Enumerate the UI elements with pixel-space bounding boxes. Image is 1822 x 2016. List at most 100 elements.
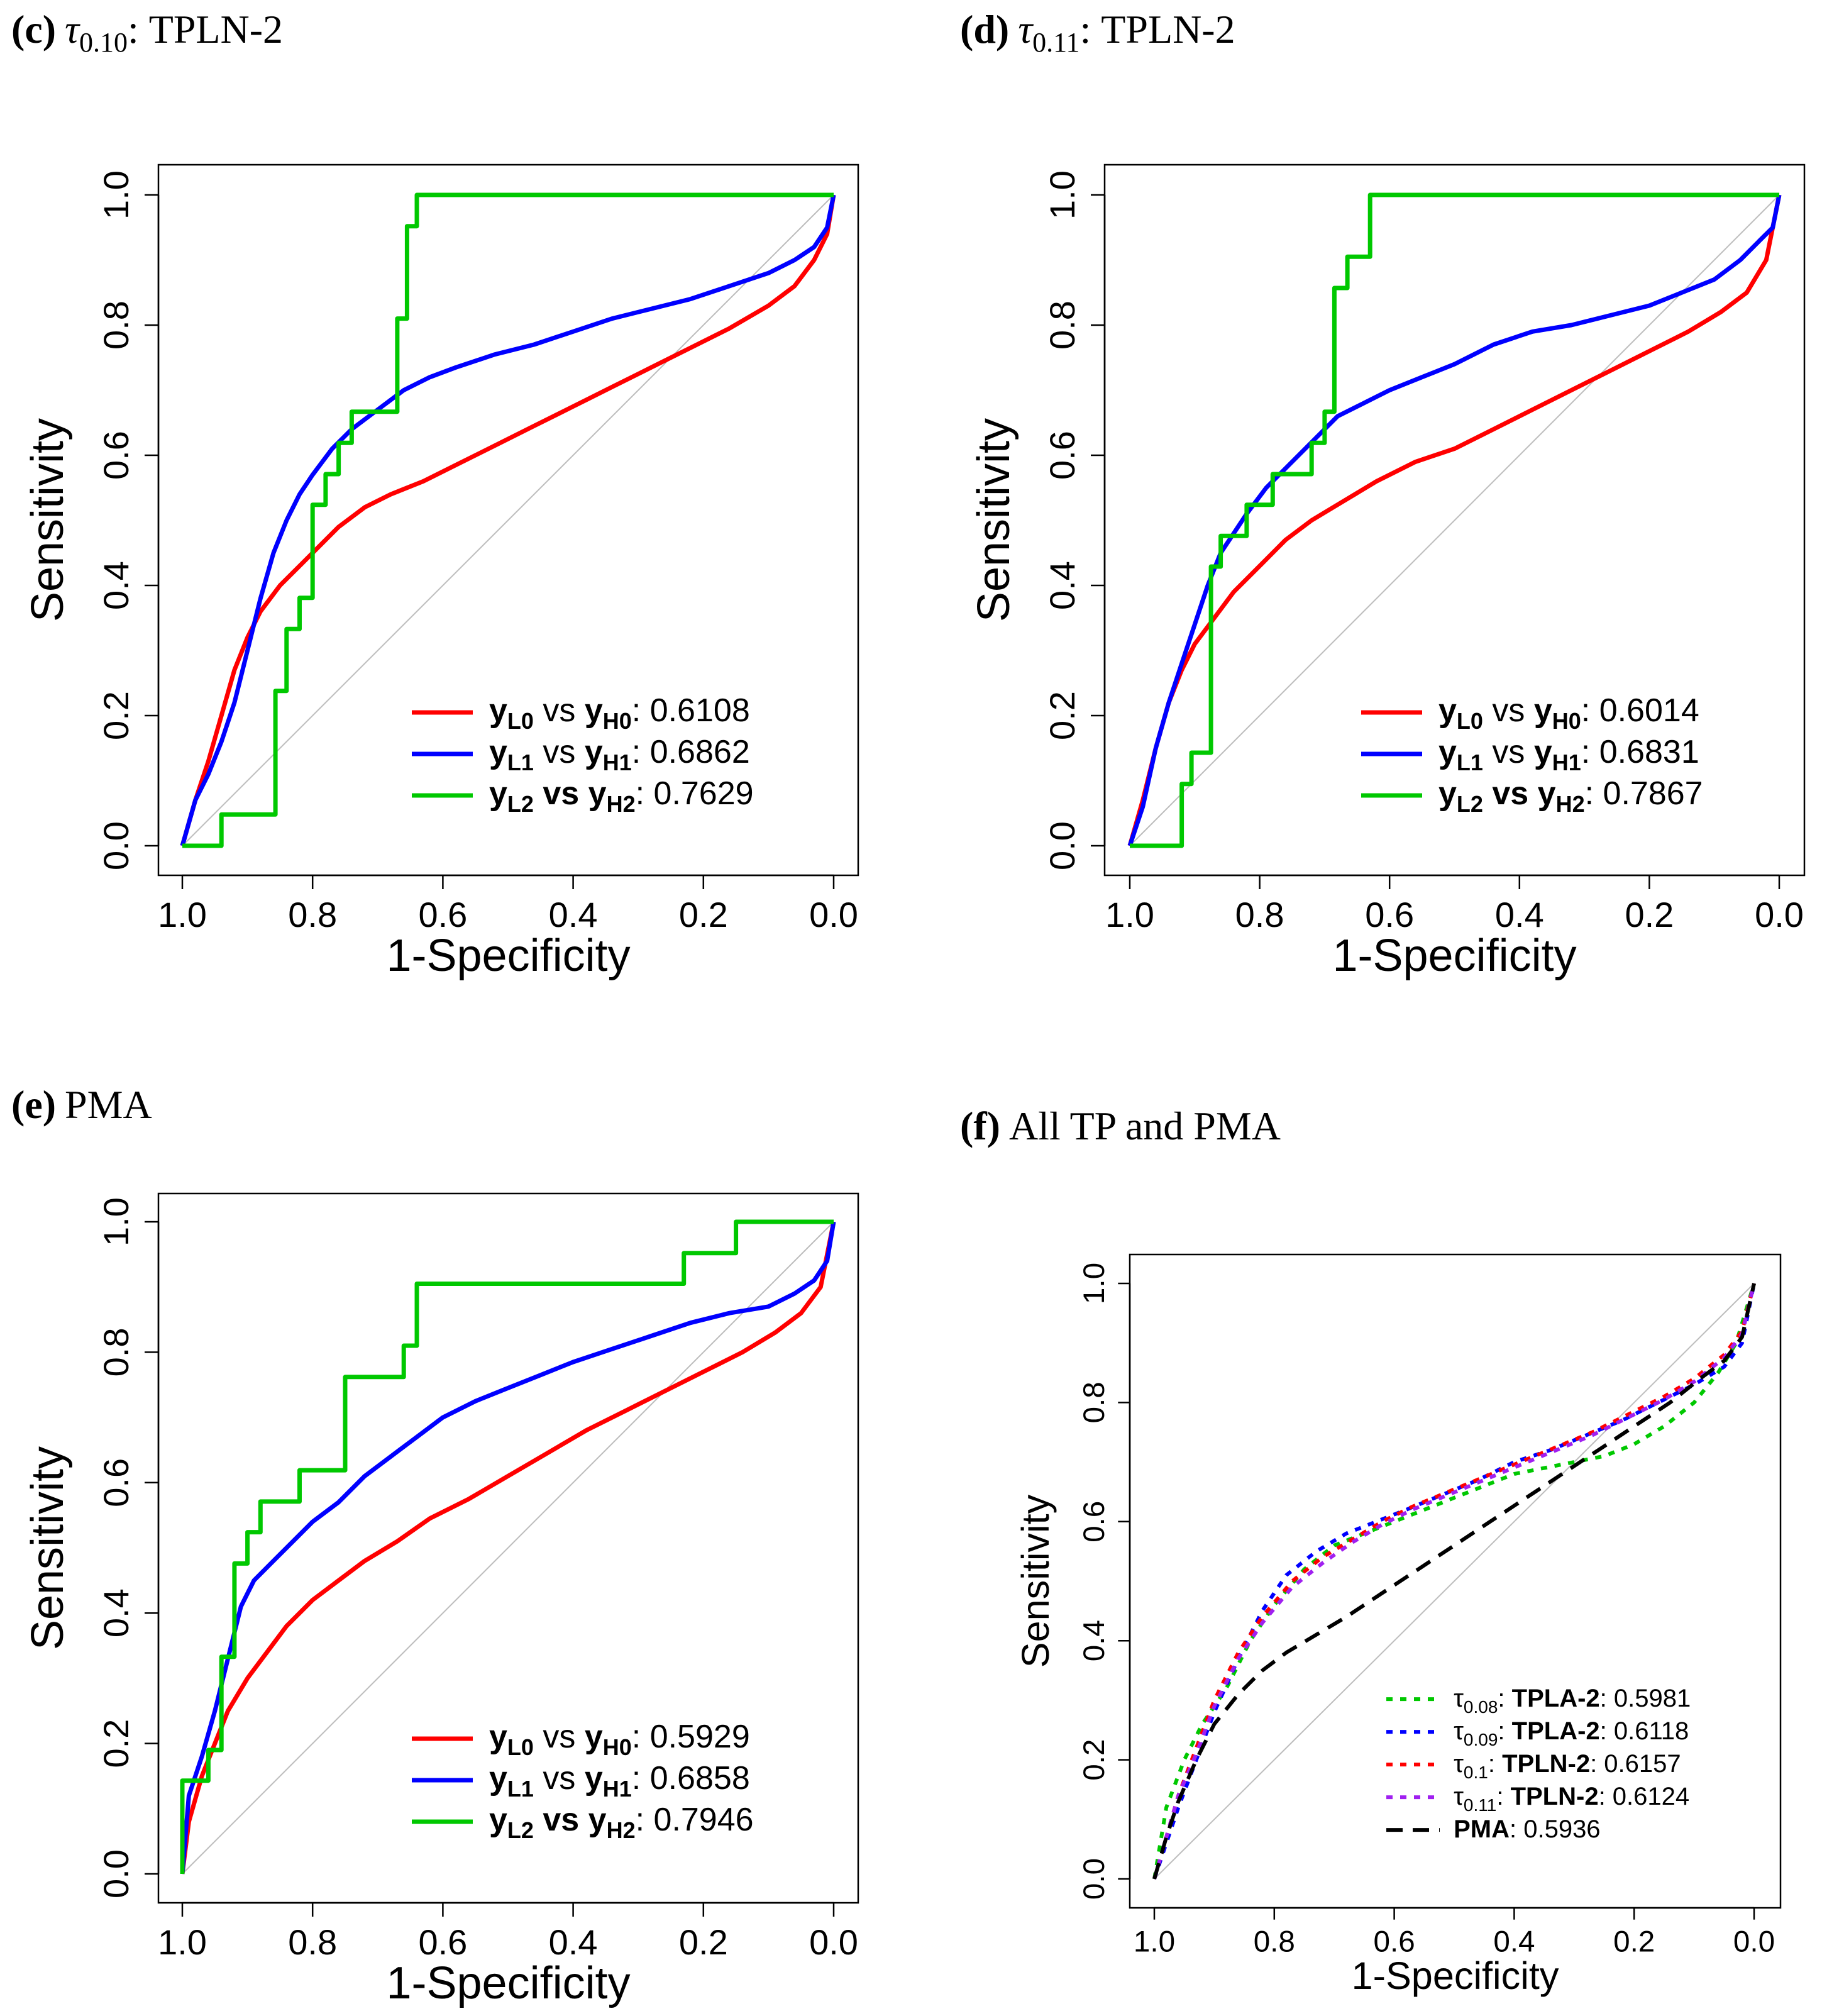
panel-c: (c) τ0.10: TPLN-2 1.0 0.8 0.6 0.4 0.2 0.0 0.0 0.… bbox=[11, 7, 859, 981]
legend-h-sub: H0 bbox=[1552, 708, 1581, 734]
x-tick-label: 0.8 bbox=[288, 895, 337, 934]
x-axis-title: 1-Specificity bbox=[1352, 1954, 1559, 1997]
legend-label: yL2 vs yH2: 0.7946 bbox=[489, 1802, 754, 1843]
legend-h-sub: H2 bbox=[607, 1817, 636, 1843]
y-tick-label: 0.2 bbox=[1042, 691, 1082, 740]
y-tick-label: 0.6 bbox=[96, 1458, 136, 1507]
x-tick-label: 0.6 bbox=[1365, 895, 1414, 934]
legend-auc: : 0.6124 bbox=[1599, 1783, 1690, 1810]
y-tick-label: 1.0 bbox=[96, 1197, 136, 1246]
diagonal-reference-line bbox=[182, 1221, 834, 1875]
legend-tau-sub: 0.1 bbox=[1464, 1763, 1488, 1782]
y-tick-label: 0.0 bbox=[1078, 1858, 1111, 1900]
legend-auc: : 0.6862 bbox=[632, 734, 750, 770]
x-tick-label: 0.6 bbox=[418, 1922, 467, 1962]
legend-name: TPLN-2 bbox=[1502, 1750, 1590, 1778]
legend-vs: vs bbox=[534, 1802, 588, 1838]
legend-auc: : 0.6118 bbox=[1600, 1717, 1689, 1745]
legend-y-h: y bbox=[588, 1802, 607, 1838]
legend-label: yL2 vs yH2: 0.7867 bbox=[1438, 775, 1703, 817]
roc-curve-purple bbox=[1152, 1283, 1756, 1880]
x-tick-label: 0.8 bbox=[288, 1922, 337, 1962]
roc-curve-blue bbox=[180, 194, 836, 846]
legend-y-l: y bbox=[1438, 775, 1457, 812]
y-tick-label: 0.6 bbox=[96, 431, 136, 480]
x-tick-label: 0.0 bbox=[809, 1922, 858, 1962]
legend-l-sub: L2 bbox=[507, 791, 534, 817]
plot-e: 1.0 0.8 0.6 0.4 0.2 0.0 0.0 0.2 0.4 0.6 0.8 1.0 1-Sp… bbox=[23, 1192, 859, 2008]
panel-d-tau-sub: 0.11 bbox=[1032, 27, 1079, 58]
legend-y-l: y bbox=[489, 1719, 507, 1755]
panel-d: (d) τ0.11: TPLN-2 1.0 0.8 0.6 0.4 0.2 0.0 0.0 0.… bbox=[960, 7, 1806, 981]
legend-label: yL2 vs yH2: 0.7629 bbox=[489, 775, 754, 817]
panel-f-subtitle: All TP and PMA bbox=[1009, 1104, 1281, 1148]
roc-curve-red bbox=[180, 1221, 836, 1875]
legend-y-h: y bbox=[588, 775, 607, 812]
y-axis-title: Sensitivity bbox=[969, 418, 1019, 622]
legend-name: PMA bbox=[1454, 1815, 1510, 1843]
x-tick-label: 0.8 bbox=[1235, 895, 1284, 934]
plot-c: 1.0 0.8 0.6 0.4 0.2 0.0 0.0 0.2 0.4 0.6 0.8 1.0 1-Sp… bbox=[23, 163, 859, 981]
legend-auc: : 0.6108 bbox=[632, 692, 750, 729]
x-tick-label: 0.4 bbox=[1493, 1925, 1535, 1959]
panel-e: (e) PMA 1.0 0.8 0.6 0.4 0.2 0.0 0.0 0.2 0.4 0.6 0.8… bbox=[11, 1082, 859, 2008]
legend-l-sub: L2 bbox=[507, 1817, 534, 1843]
x-tick-label: 1.0 bbox=[158, 1922, 207, 1962]
legend-h-sub: H1 bbox=[603, 1776, 632, 1802]
legend-y-h: y bbox=[585, 692, 603, 729]
y-tick-label: 0.2 bbox=[96, 691, 136, 740]
legend-tau-sub: 0.11 bbox=[1464, 1795, 1496, 1815]
roc-curve-blue bbox=[1127, 194, 1782, 847]
x-axis-title: 1-Specificity bbox=[386, 1958, 630, 2008]
x-tick-label: 1.0 bbox=[1134, 1925, 1175, 1959]
legend-tau: τ bbox=[1454, 1783, 1464, 1810]
legend-vs: vs bbox=[534, 1760, 585, 1797]
legend-l-sub: L1 bbox=[507, 1776, 534, 1802]
legend-h-sub: H2 bbox=[607, 791, 636, 817]
legend-auc: : 0.6831 bbox=[1581, 734, 1699, 770]
legend-auc: : 0.5929 bbox=[632, 1719, 750, 1755]
panel-c-subtitle: : TPLN-2 bbox=[128, 7, 283, 52]
legend-auc: : 0.6858 bbox=[632, 1760, 750, 1797]
legend-tau-sub: 0.09 bbox=[1464, 1730, 1498, 1749]
x-tick-label: 1.0 bbox=[158, 895, 207, 934]
y-tick-label: 0.0 bbox=[96, 1849, 136, 1898]
legend-y-l: y bbox=[489, 734, 507, 770]
panel-f: (f) All TP and PMA 1.0 0.8 0.6 0.4 0.2 0.0 0.0 0… bbox=[960, 1104, 1782, 1997]
legend-auc: : 0.7867 bbox=[1585, 775, 1703, 812]
x-tick-label: 0.0 bbox=[1755, 895, 1804, 934]
roc-curve-green bbox=[1130, 192, 1779, 848]
legend-name: TPLA-2 bbox=[1512, 1717, 1600, 1745]
legend-l-sub: L0 bbox=[507, 1734, 534, 1760]
legend-vs: vs bbox=[534, 775, 588, 812]
x-axis-title: 1-Specificity bbox=[386, 931, 630, 981]
y-tick-label: 0.8 bbox=[96, 1327, 136, 1376]
x-tick-label: 0.0 bbox=[809, 895, 858, 934]
legend-label: τ0.1: TPLN-2: 0.6157 bbox=[1454, 1750, 1681, 1782]
panel-e-letter: (e) bbox=[11, 1082, 56, 1127]
legend-h-sub: H0 bbox=[603, 708, 632, 734]
legend-y-h: y bbox=[585, 1760, 603, 1797]
roc-curve-red bbox=[1152, 1283, 1756, 1880]
legend-name: TPLA-2 bbox=[1512, 1685, 1600, 1712]
legend-label: yL1 vs yH1: 0.6862 bbox=[489, 734, 750, 775]
plot-d: 1.0 0.8 0.6 0.4 0.2 0.0 0.0 0.2 0.4 0.6 0.8 1.0 1-Sp… bbox=[969, 163, 1806, 981]
x-tick-label: 0.6 bbox=[418, 895, 467, 934]
legend-vs: vs bbox=[1483, 692, 1534, 729]
panel-c-tau-sub: 0.10 bbox=[79, 27, 128, 58]
y-tick-label: 0.0 bbox=[1042, 821, 1082, 870]
panel-d-subtitle: : TPLN-2 bbox=[1080, 7, 1235, 52]
panel-f-title: (f) All TP and PMA bbox=[960, 1104, 1281, 1148]
y-tick-label: 0.6 bbox=[1042, 431, 1082, 480]
y-tick-label: 0.2 bbox=[1078, 1739, 1111, 1781]
legend-vs: vs bbox=[534, 1719, 585, 1755]
y-tick-label: 0.2 bbox=[96, 1719, 136, 1768]
legend-label: τ0.11: TPLN-2: 0.6124 bbox=[1454, 1783, 1689, 1815]
panel-e-title: (e) PMA bbox=[11, 1082, 152, 1127]
y-tick-label: 0.8 bbox=[1078, 1382, 1111, 1423]
x-tick-label: 0.4 bbox=[549, 895, 598, 934]
